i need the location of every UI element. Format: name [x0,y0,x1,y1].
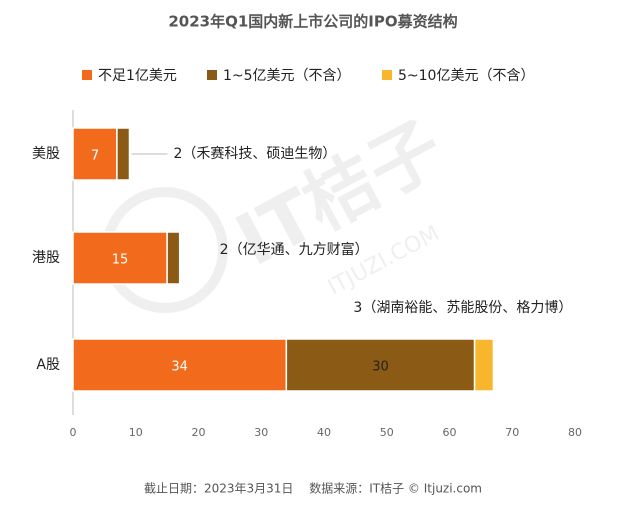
legend-swatch [82,70,92,80]
y-tick-label: 港股 [32,250,60,266]
legend-swatch [382,70,392,80]
data-label: 2（禾赛科技、硕迪生物） [173,146,336,162]
data-label: 3（湖南裕能、苏能股份、格力博） [353,299,572,316]
x-tick-label: 20 [192,426,206,439]
bar-segment [72,127,118,181]
x-tick-label: 30 [254,426,268,439]
bar-segment [116,127,131,181]
x-tick-label: 40 [317,426,331,439]
bar-segment [473,338,495,392]
x-tick-label: 80 [568,426,582,439]
footer: 截止日期：2023年3月31日 数据来源：IT桔子 © Itjuzi.com [144,481,482,496]
x-tick-label: 0 [70,426,77,439]
x-tick-label: 50 [380,426,394,439]
x-tick-label: 70 [505,426,519,439]
chart-title: 2023年Q1国内新上市公司的IPO募资结构 [168,13,457,31]
x-tick-label: 10 [129,426,143,439]
legend-label: 1~5亿美元（不含） [223,68,351,84]
x-tick-label: 60 [443,426,457,439]
bar-segment [166,231,181,285]
y-tick-label: A股 [36,357,60,373]
legend-label: 5~10亿美元（不含） [398,68,534,84]
legend-label: 不足1亿美元 [98,68,177,84]
legend-swatch [207,70,217,80]
data-label: 2（亿华通、九方财富） [220,241,369,258]
y-tick-label: 美股 [32,146,60,162]
data-label: 7 [91,149,99,164]
data-label: 15 [112,253,129,268]
data-label: 34 [171,360,188,375]
data-label: 30 [372,360,389,375]
